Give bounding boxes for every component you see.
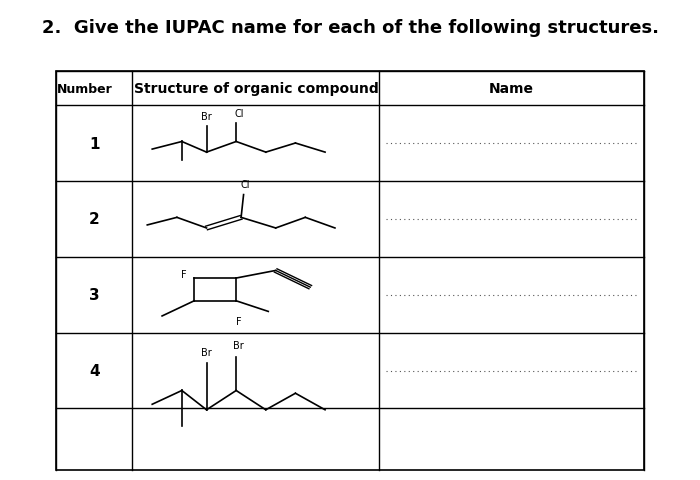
Text: 4: 4 bbox=[89, 363, 99, 378]
Text: Name: Name bbox=[489, 82, 534, 96]
Text: Number: Number bbox=[57, 83, 113, 96]
Text: 1: 1 bbox=[89, 136, 99, 151]
Text: Cl: Cl bbox=[234, 108, 244, 118]
Text: Br: Br bbox=[232, 340, 244, 350]
Text: Structure of organic compound: Structure of organic compound bbox=[134, 82, 378, 96]
Text: F: F bbox=[181, 270, 187, 280]
Text: Br: Br bbox=[201, 111, 212, 121]
Bar bbox=[56, 72, 644, 470]
Text: F: F bbox=[237, 316, 242, 326]
Text: Cl: Cl bbox=[241, 180, 250, 190]
Text: 2.  Give the IUPAC name for each of the following structures.: 2. Give the IUPAC name for each of the f… bbox=[41, 19, 659, 37]
Text: Br: Br bbox=[201, 348, 212, 358]
Text: 3: 3 bbox=[89, 288, 99, 302]
Text: 2: 2 bbox=[89, 212, 99, 227]
